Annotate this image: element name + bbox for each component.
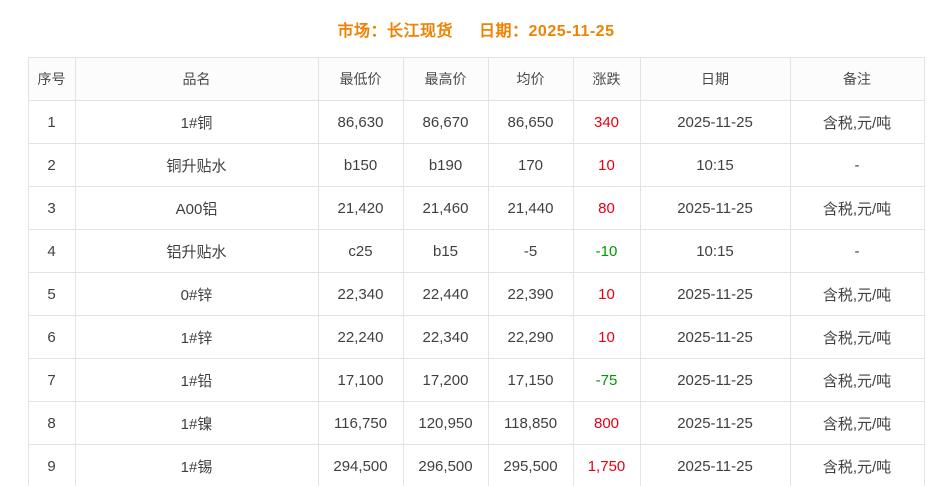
cell-date: 2025-11-25: [639, 315, 791, 359]
cell-change: 80: [572, 186, 641, 230]
table-row: 4 铝升贴水 c25 b15 -5 -10 10:15 -: [27, 229, 925, 273]
cell-date: 2025-11-25: [639, 444, 791, 486]
cell-low-price: 86,630: [317, 100, 404, 144]
date-label: 日期：2025-11-25: [479, 22, 615, 40]
col-header-product: 品名: [74, 57, 319, 101]
cell-note: 含税,元/吨: [789, 315, 925, 359]
col-header-note: 备注: [789, 57, 925, 101]
cell-index: 3: [27, 186, 76, 230]
cell-note: -: [789, 229, 925, 273]
table-row: 6 1#锌 22,240 22,340 22,290 10 2025-11-25…: [27, 315, 925, 359]
cell-change: 1,750: [572, 444, 641, 486]
cell-change: -10: [572, 229, 641, 273]
col-header-index: 序号: [27, 57, 76, 101]
cell-date: 2025-11-25: [639, 272, 791, 316]
cell-high-price: b15: [402, 229, 489, 273]
cell-high-price: 17,200: [402, 358, 489, 402]
cell-avg-price: 86,650: [487, 100, 574, 144]
cell-low-price: c25: [317, 229, 404, 273]
cell-low-price: 17,100: [317, 358, 404, 402]
cell-date: 2025-11-25: [639, 186, 791, 230]
cell-product-name: 1#锌: [74, 315, 319, 359]
col-header-date: 日期: [639, 57, 791, 101]
cell-date: 10:15: [639, 143, 791, 187]
cell-index: 9: [27, 444, 76, 486]
table-body: 1 1#铜 86,630 86,670 86,650 340 2025-11-2…: [27, 100, 925, 486]
cell-product-name: 1#铅: [74, 358, 319, 402]
col-header-change: 涨跌: [572, 57, 641, 101]
table-row: 3 A00铝 21,420 21,460 21,440 80 2025-11-2…: [27, 186, 925, 230]
cell-index: 4: [27, 229, 76, 273]
cell-index: 7: [27, 358, 76, 402]
table-row: 5 0#锌 22,340 22,440 22,390 10 2025-11-25…: [27, 272, 925, 316]
cell-note: 含税,元/吨: [789, 444, 925, 486]
page-title: 市场：长江现货 日期：2025-11-25: [0, 0, 952, 57]
cell-note: -: [789, 143, 925, 187]
cell-avg-price: 118,850: [487, 401, 574, 445]
cell-index: 2: [27, 143, 76, 187]
cell-change: 10: [572, 315, 641, 359]
cell-index: 5: [27, 272, 76, 316]
cell-avg-price: 22,390: [487, 272, 574, 316]
cell-avg-price: -5: [487, 229, 574, 273]
cell-date: 2025-11-25: [639, 401, 791, 445]
cell-high-price: 120,950: [402, 401, 489, 445]
cell-note: 含税,元/吨: [789, 100, 925, 144]
table-row: 7 1#铅 17,100 17,200 17,150 -75 2025-11-2…: [27, 358, 925, 402]
cell-product-name: 铝升贴水: [74, 229, 319, 273]
cell-high-price: 22,340: [402, 315, 489, 359]
cell-low-price: 294,500: [317, 444, 404, 486]
cell-high-price: 296,500: [402, 444, 489, 486]
cell-note: 含税,元/吨: [789, 401, 925, 445]
cell-index: 6: [27, 315, 76, 359]
cell-high-price: 21,460: [402, 186, 489, 230]
cell-index: 8: [27, 401, 76, 445]
cell-note: 含税,元/吨: [789, 358, 925, 402]
cell-high-price: 22,440: [402, 272, 489, 316]
cell-avg-price: 17,150: [487, 358, 574, 402]
col-header-avg: 均价: [487, 57, 574, 101]
cell-avg-price: 22,290: [487, 315, 574, 359]
cell-avg-price: 170: [487, 143, 574, 187]
table-row: 9 1#锡 294,500 296,500 295,500 1,750 2025…: [27, 444, 925, 486]
col-header-low: 最低价: [317, 57, 404, 101]
cell-change: 800: [572, 401, 641, 445]
price-table: 序号 品名 最低价 最高价 均价 涨跌 日期 备注 1 1#铜 86,630 8…: [27, 57, 925, 486]
cell-date: 2025-11-25: [639, 358, 791, 402]
col-header-high: 最高价: [402, 57, 489, 101]
cell-avg-price: 295,500: [487, 444, 574, 486]
cell-change: -75: [572, 358, 641, 402]
cell-note: 含税,元/吨: [789, 186, 925, 230]
market-label: 市场：长江现货: [337, 22, 454, 40]
cell-change: 10: [572, 143, 641, 187]
cell-index: 1: [27, 100, 76, 144]
cell-note: 含税,元/吨: [789, 272, 925, 316]
cell-low-price: 116,750: [317, 401, 404, 445]
cell-avg-price: 21,440: [487, 186, 574, 230]
table-row: 8 1#镍 116,750 120,950 118,850 800 2025-1…: [27, 401, 925, 445]
table-header-row: 序号 品名 最低价 最高价 均价 涨跌 日期 备注: [27, 57, 925, 101]
cell-product-name: 1#锡: [74, 444, 319, 486]
cell-low-price: 22,240: [317, 315, 404, 359]
cell-product-name: 0#锌: [74, 272, 319, 316]
cell-date: 2025-11-25: [639, 100, 791, 144]
cell-high-price: b190: [402, 143, 489, 187]
table-row: 2 铜升贴水 b150 b190 170 10 10:15 -: [27, 143, 925, 187]
cell-high-price: 86,670: [402, 100, 489, 144]
table-row: 1 1#铜 86,630 86,670 86,650 340 2025-11-2…: [27, 100, 925, 144]
cell-low-price: b150: [317, 143, 404, 187]
cell-product-name: 铜升贴水: [74, 143, 319, 187]
cell-product-name: 1#镍: [74, 401, 319, 445]
cell-change: 10: [572, 272, 641, 316]
cell-product-name: 1#铜: [74, 100, 319, 144]
cell-low-price: 22,340: [317, 272, 404, 316]
cell-date: 10:15: [639, 229, 791, 273]
cell-low-price: 21,420: [317, 186, 404, 230]
cell-product-name: A00铝: [74, 186, 319, 230]
cell-change: 340: [572, 100, 641, 144]
